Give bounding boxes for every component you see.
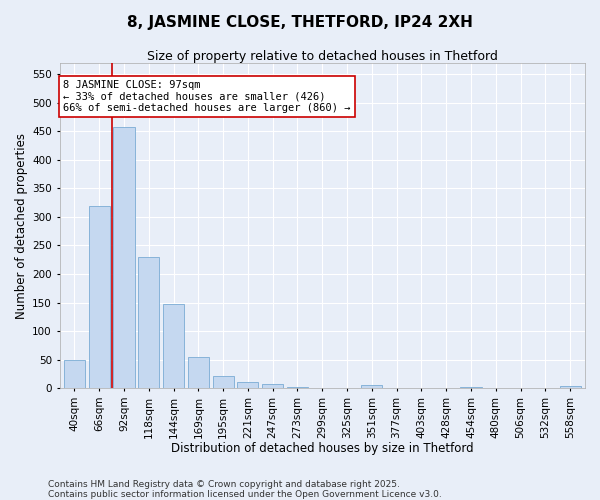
Bar: [560, 386, 581, 388]
Text: 8 JASMINE CLOSE: 97sqm
← 33% of detached houses are smaller (426)
66% of semi-de: 8 JASMINE CLOSE: 97sqm ← 33% of detached…: [63, 80, 351, 114]
Bar: [460, 387, 482, 388]
Bar: [64, 360, 85, 388]
Bar: [138, 257, 160, 388]
Bar: [163, 304, 184, 388]
Title: Size of property relative to detached houses in Thetford: Size of property relative to detached ho…: [147, 50, 498, 63]
Y-axis label: Number of detached properties: Number of detached properties: [15, 132, 28, 318]
Bar: [361, 384, 382, 388]
Bar: [89, 206, 110, 388]
X-axis label: Distribution of detached houses by size in Thetford: Distribution of detached houses by size …: [171, 442, 473, 455]
Bar: [113, 128, 134, 388]
Bar: [188, 356, 209, 388]
Bar: [212, 376, 233, 388]
Text: 8, JASMINE CLOSE, THETFORD, IP24 2XH: 8, JASMINE CLOSE, THETFORD, IP24 2XH: [127, 15, 473, 30]
Text: Contains HM Land Registry data © Crown copyright and database right 2025.
Contai: Contains HM Land Registry data © Crown c…: [48, 480, 442, 499]
Bar: [238, 382, 259, 388]
Bar: [262, 384, 283, 388]
